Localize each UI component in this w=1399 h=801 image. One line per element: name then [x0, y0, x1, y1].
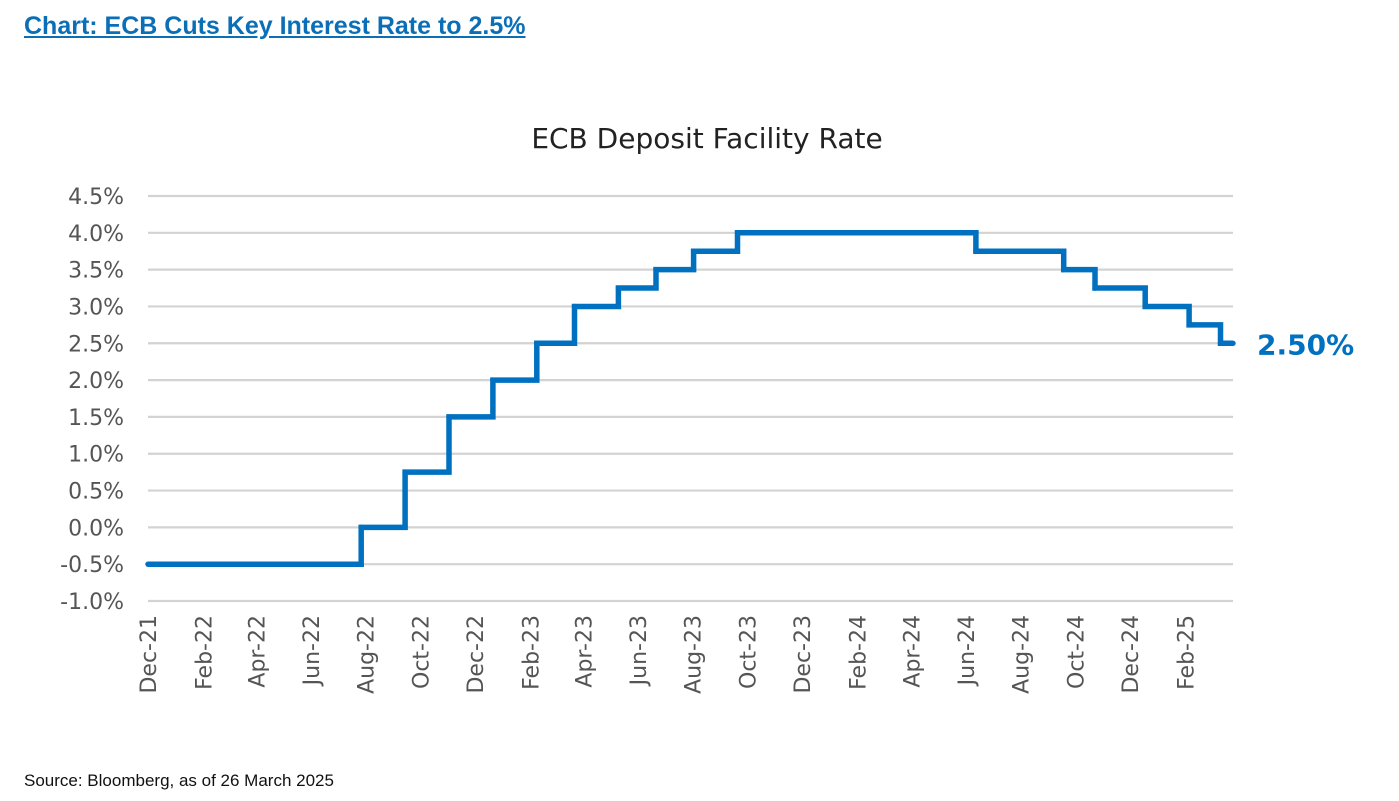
series-layer: [145, 230, 1236, 567]
x-tick-label: Feb-22: [193, 615, 218, 690]
data-point: [534, 340, 540, 346]
end-value-label: 2.50%: [1257, 328, 1354, 361]
y-tick-label: 0.0%: [68, 516, 124, 541]
x-axis-tick-labels: Dec-21 Feb-22 Apr-22 Jun-22 Aug-22 Oct-22 Dec-…: [137, 615, 1200, 694]
y-tick-label: 1.0%: [68, 443, 124, 468]
data-point: [145, 561, 151, 567]
data-point: [358, 524, 364, 531]
data-point: [571, 303, 578, 310]
y-tick-label: 2.0%: [68, 369, 124, 394]
data-point: [490, 377, 496, 383]
x-tick-label: Oct-22: [409, 615, 434, 689]
x-tick-label: Jun-23: [627, 615, 652, 687]
x-tick-label: Apr-22: [245, 615, 270, 688]
x-tick-label: Feb-23: [520, 615, 545, 690]
data-point: [653, 266, 659, 273]
chart-title: ECB Deposit Facility Rate: [531, 122, 882, 155]
x-tick-label: Oct-24: [1064, 615, 1089, 689]
data-point: [615, 285, 622, 291]
data-point: [1230, 340, 1236, 346]
data-point: [402, 469, 408, 475]
x-tick-label: Dec-21: [137, 615, 162, 694]
x-tick-label: Aug-24: [1010, 615, 1035, 694]
chart: ECB Deposit Facility Rate -1.0% -0.5% 0.0%…: [60, 122, 1354, 694]
y-tick-label: 1.5%: [68, 406, 124, 431]
x-tick-label: Apr-23: [572, 615, 597, 688]
source-note: Source: Bloomberg, as of 26 March 2025: [24, 771, 334, 790]
x-tick-label: Dec-22: [464, 615, 489, 694]
y-tick-label: 3.0%: [68, 295, 124, 320]
data-point: [690, 248, 697, 254]
y-tick-label: 3.5%: [68, 259, 124, 284]
data-point: [1060, 266, 1067, 273]
x-tick-label: Dec-24: [1119, 615, 1144, 694]
y-tick-label: 2.5%: [68, 332, 124, 357]
data-point: [734, 230, 741, 236]
x-tick-label: Aug-22: [355, 615, 380, 694]
x-tick-label: Feb-24: [847, 615, 872, 690]
data-point: [1217, 340, 1224, 346]
grid-lines: [148, 194, 1233, 603]
annotation-layer: 2.50%: [1257, 328, 1354, 361]
x-tick-label: Dec-23: [791, 615, 816, 694]
data-point: [1186, 322, 1192, 328]
data-point: [973, 248, 979, 254]
data-point: [1142, 303, 1148, 310]
x-tick-label: Jun-22: [300, 615, 325, 687]
series-line: [148, 230, 1233, 567]
y-tick-label: -0.5%: [60, 553, 124, 578]
data-point: [1092, 285, 1098, 291]
y-tick-label: 4.0%: [68, 222, 124, 247]
y-tick-label: 4.5%: [68, 185, 124, 210]
y-axis-tick-labels: -1.0% -0.5% 0.0% 0.5% 1.0% 1.5% 2.0% 2.5% 3.0% 3.…: [60, 185, 124, 615]
x-tick-label: Apr-24: [900, 615, 925, 688]
x-tick-label: Jun-24: [955, 615, 980, 687]
page-heading: Chart: ECB Cuts Key Interest Rate to 2.5…: [24, 12, 526, 40]
x-tick-label: Aug-23: [682, 615, 707, 694]
x-tick-label: Feb-25: [1175, 615, 1200, 690]
y-tick-label: 0.5%: [68, 480, 124, 505]
x-tick-label: Oct-23: [736, 615, 761, 689]
data-point: [446, 414, 452, 420]
y-tick-label: -1.0%: [60, 590, 124, 615]
